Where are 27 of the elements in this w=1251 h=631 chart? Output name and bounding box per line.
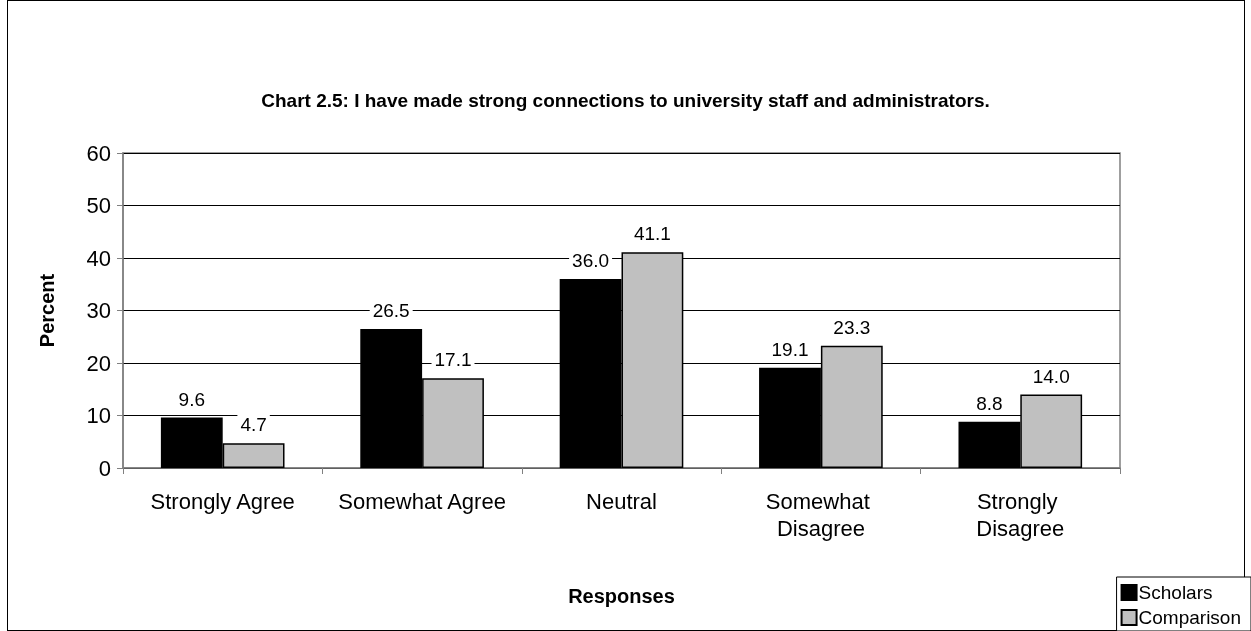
data-label: 17.1 bbox=[434, 349, 472, 371]
y-tick-label: 10 bbox=[86, 403, 111, 428]
y-tick-label: 60 bbox=[86, 140, 111, 166]
x-tick-label: Strongly Disagree bbox=[976, 489, 1065, 541]
x-tick-label: Neutral bbox=[586, 489, 657, 514]
x-tick-label: Strongly Agree bbox=[150, 489, 295, 514]
y-axis-title: Percent bbox=[36, 273, 58, 348]
y-tick-label: 30 bbox=[86, 298, 111, 323]
data-label: 4.7 bbox=[240, 414, 267, 436]
data-label: 36.0 bbox=[572, 250, 610, 271]
y-tick-label: 20 bbox=[86, 350, 111, 376]
data-label: 14.0 bbox=[1032, 365, 1070, 387]
legend-label: Comparison bbox=[1138, 607, 1242, 628]
x-axis-title: Responses bbox=[568, 585, 675, 607]
data-label: 23.3 bbox=[833, 316, 871, 338]
data-label: 19.1 bbox=[771, 338, 809, 360]
data-label: 41.1 bbox=[633, 223, 671, 245]
chart-title: Chart 2.5: I have made strong connections to university staff and administrators. bbox=[261, 90, 990, 111]
x-tick-label: Somewhat Disagree bbox=[765, 489, 876, 541]
y-tick-label: 50 bbox=[86, 193, 111, 218]
data-label: 8.8 bbox=[976, 392, 1003, 414]
x-tick-label: Somewhat Agree bbox=[338, 489, 506, 514]
y-tick-label: 40 bbox=[86, 245, 111, 271]
legend-label: Scholars bbox=[1138, 582, 1213, 603]
data-label: 9.6 bbox=[178, 388, 205, 410]
data-label: 26.5 bbox=[372, 299, 410, 321]
y-tick-label: 0 bbox=[98, 455, 111, 481]
